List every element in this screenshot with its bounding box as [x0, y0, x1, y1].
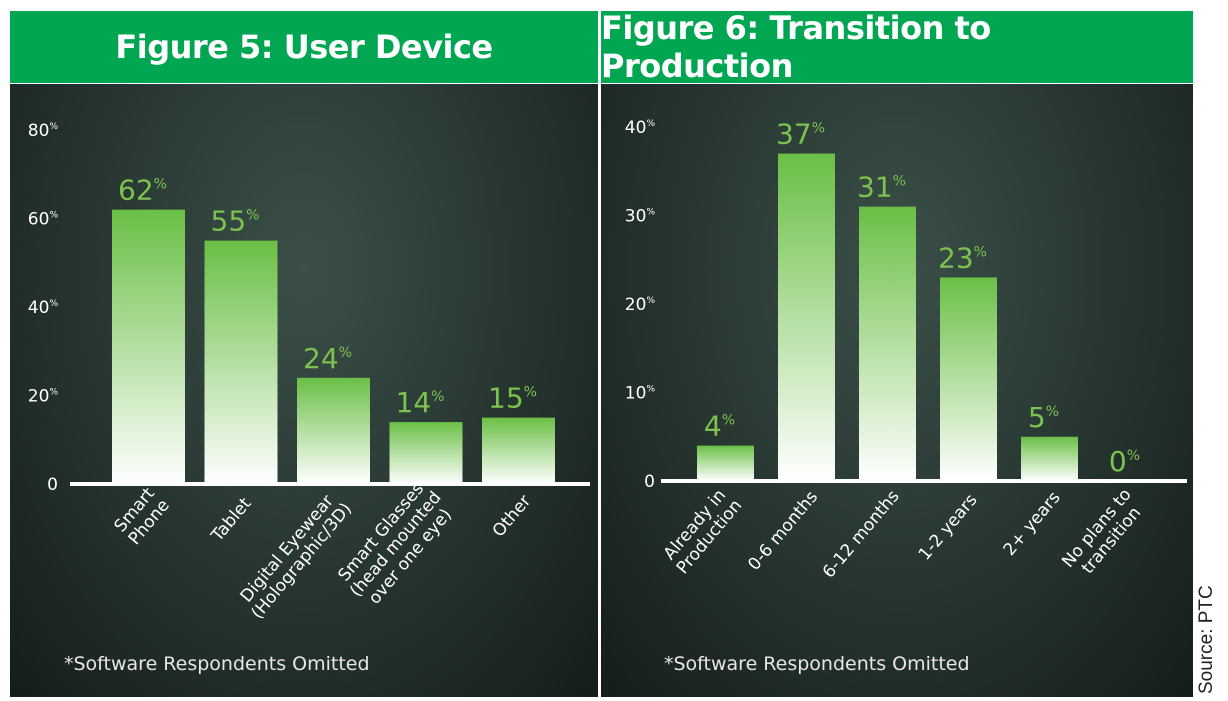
- fig5-value-label: 62%: [118, 174, 167, 207]
- fig6-ytick-label: 10%: [625, 384, 656, 404]
- fig6-ytick-label: 0: [644, 472, 655, 492]
- fig5-ytick-label: 20%: [28, 387, 59, 407]
- fig6-value-label: 37%: [776, 118, 825, 151]
- fig5-bar: [482, 417, 555, 484]
- fig6-ytick-label: 30%: [625, 207, 656, 227]
- figure-6-footnote: *Software Respondents Omitted: [664, 653, 970, 675]
- figure-6-chart: 0 10% 20% 30% 40% 4% 37% 31% 23% 5% 0% Already inPr…: [625, 118, 1187, 584]
- fig5-category-label: Tablet: [207, 494, 256, 547]
- fig6-category-label: Already inProduction: [658, 484, 746, 578]
- fig6-category-label: 6-12 months: [819, 486, 904, 582]
- fig5-bar: [297, 377, 370, 484]
- fig5-ytick-label: 0: [47, 475, 58, 495]
- figure-6-title-banner: Figure 6: Transition to Production: [601, 9, 1193, 85]
- fig6-bar: [697, 445, 754, 481]
- figure-6-panel: 0 10% 20% 30% 40% 4% 37% 31% 23% 5% 0% Already inPr…: [601, 84, 1193, 697]
- fig6-bar: [778, 153, 835, 482]
- fig5-value-label: 55%: [211, 205, 260, 238]
- fig5-value-label: 15%: [488, 382, 537, 415]
- fig5-bar: [112, 209, 185, 484]
- figure-5-chart: 0 20% 40% 60% 80% 62% 55% 24% 14% 15% SmartPhone Ta…: [28, 121, 590, 623]
- fig6-value-label: 5%: [1028, 401, 1059, 434]
- fig6-category-label: 2+ years: [1000, 488, 1065, 560]
- fig5-category-label: Smart Glasses(head mountedover one eye): [332, 476, 461, 614]
- fig6-category-label: 0-6 months: [744, 487, 822, 574]
- figure-5-footnote: *Software Respondents Omitted: [64, 653, 370, 675]
- fig5-ytick-label: 40%: [28, 298, 59, 318]
- fig6-bar: [940, 277, 997, 481]
- fig6-category-label: No plans totransition: [1058, 485, 1150, 584]
- figure-5-title: Figure 5: User Device: [115, 28, 493, 66]
- source-credit: Source: PTC: [1196, 585, 1217, 694]
- fig6-bar: [859, 206, 916, 481]
- fig6-value-label: 31%: [857, 171, 906, 204]
- fig5-value-label: 24%: [303, 342, 352, 375]
- fig6-category-label: 1-2 years: [915, 490, 982, 564]
- fig5-bar: [204, 240, 278, 484]
- figure-5-title-banner: Figure 5: User Device: [10, 11, 598, 83]
- fig5-category-label: Other: [489, 491, 535, 541]
- fig5-category-label: SmartPhone: [110, 484, 174, 549]
- fig5-value-label: 14%: [396, 386, 445, 419]
- fig6-ytick-label: 40%: [625, 118, 656, 138]
- fig5-ytick-label: 60%: [28, 210, 59, 230]
- fig6-value-label: 4%: [704, 410, 735, 443]
- figure-5-panel: 0 20% 40% 60% 80% 62% 55% 24% 14% 15% SmartPhone Ta…: [10, 84, 598, 697]
- fig6-value-label: 0%: [1109, 445, 1140, 478]
- fig6-value-label: 23%: [938, 241, 987, 274]
- fig6-ytick-label: 20%: [625, 295, 656, 315]
- fig5-ytick-label: 80%: [28, 121, 59, 141]
- fig6-bar: [1021, 436, 1078, 481]
- figure-6-title: Figure 6: Transition to Production: [601, 9, 991, 85]
- fig5-bar: [389, 422, 463, 484]
